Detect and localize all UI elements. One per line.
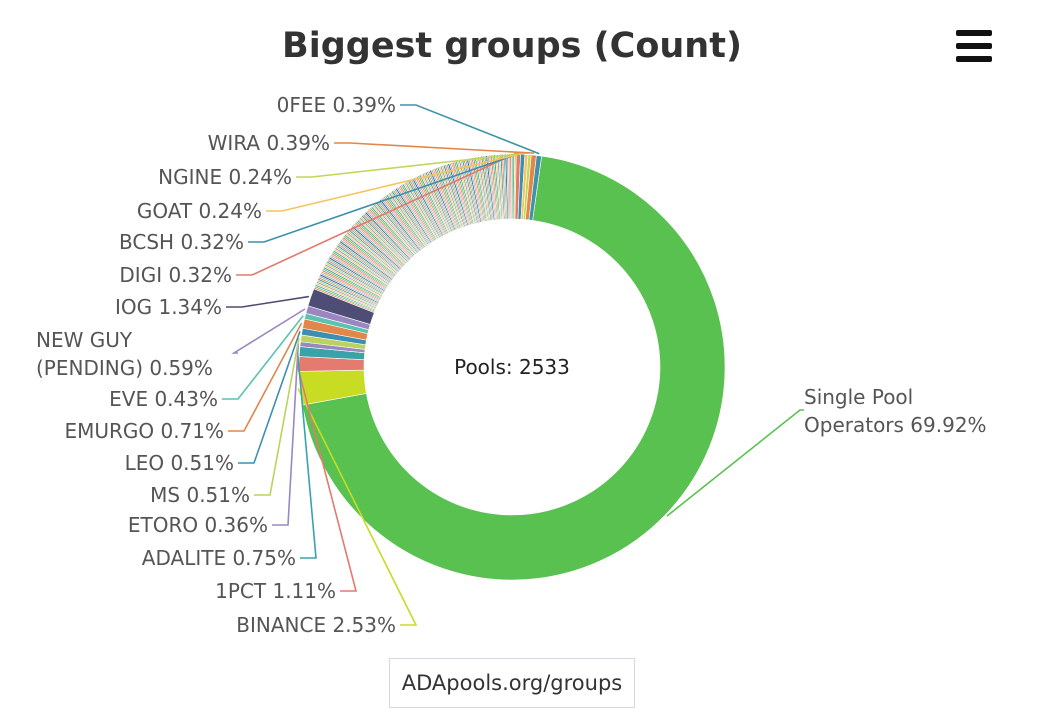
donut-slices — [298, 153, 726, 581]
connector-single-pool-operators — [666, 409, 804, 517]
connector-binance — [297, 388, 418, 626]
label-digi: DIGI 0.32% — [119, 263, 232, 287]
label-single-pool-operators: Single Pool Operators 69.92% — [804, 385, 987, 437]
label-wira: WIRA 0.39% — [208, 131, 330, 155]
connector-leo — [238, 331, 301, 464]
source-link[interactable]: ADApools.org/groups — [389, 658, 635, 708]
label-connectors — [222, 104, 804, 626]
label-emurgo: EMURGO 0.71% — [64, 419, 224, 443]
connector-emurgo — [228, 322, 303, 432]
connector-bcsh — [248, 151, 524, 243]
label-ngine: NGINE 0.24% — [158, 165, 292, 189]
label-leo: LEO 0.51% — [125, 451, 234, 475]
chart-menu-button[interactable] — [956, 30, 1000, 66]
slice-labels: Single Pool Operators 69.92% BINANCE 2.53%… — [36, 93, 987, 637]
connector-wira — [334, 142, 535, 154]
label-binance: BINANCE 2.53% — [236, 613, 396, 637]
label-ms: MS 0.51% — [150, 483, 250, 507]
connector-iog — [226, 295, 309, 308]
label-eve: EVE 0.43% — [109, 387, 218, 411]
label-1pct: 1PCT 1.11% — [215, 579, 336, 603]
connector-0fee — [400, 104, 540, 155]
connector-digi — [236, 151, 519, 276]
label-new-guy-pending-: NEW GUY (PENDING) 0.59% — [36, 328, 213, 380]
label-goat: GOAT 0.24% — [137, 199, 262, 223]
connector-1pct — [296, 363, 358, 592]
connector-goat — [266, 151, 527, 212]
label-iog: IOG 1.34% — [115, 295, 222, 319]
connector-eve — [222, 315, 304, 400]
label-bcsh: BCSH 0.32% — [119, 230, 244, 254]
connector-new-guy-pending- — [231, 308, 306, 354]
center-pool-count: Pools: 2533 — [454, 355, 570, 379]
hamburger-menu-icon — [956, 30, 1000, 62]
connector-etoro — [272, 343, 300, 526]
connector-adalite — [296, 351, 317, 559]
label-etoro: ETORO 0.36% — [128, 513, 268, 537]
slice-0fee — [528, 155, 542, 221]
label-0fee: 0FEE 0.39% — [277, 93, 396, 117]
connector-ms — [254, 337, 300, 496]
connector-ngine — [296, 151, 530, 178]
chart-title: Biggest groups (Count) — [282, 26, 742, 66]
label-adalite: ADALITE 0.75% — [142, 546, 296, 570]
slice-single-pool-operators — [302, 155, 726, 581]
